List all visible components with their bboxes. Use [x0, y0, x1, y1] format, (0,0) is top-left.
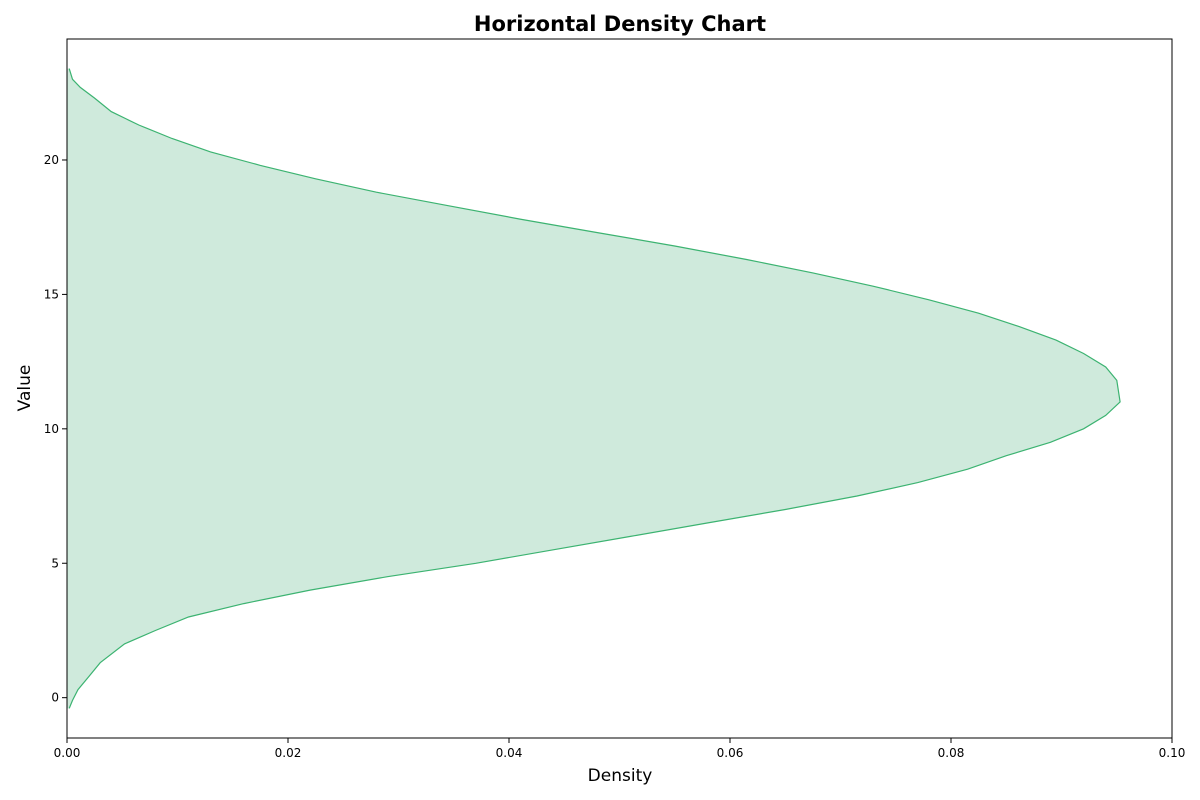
density-line	[68, 68, 1121, 709]
plot-frame	[66, 38, 1173, 739]
y-tick-label: 5	[51, 556, 59, 570]
y-tick-label: 20	[44, 153, 59, 167]
y-tick-label: 0	[51, 691, 59, 705]
density-area	[67, 68, 1121, 709]
plot-area	[67, 68, 1121, 709]
x-tick-label: 0.04	[496, 746, 523, 760]
x-tick-label: 0.02	[275, 746, 302, 760]
y-axis-label: Value	[15, 365, 35, 412]
x-axis-label: Density	[588, 766, 653, 786]
axes: 0.00 0.02 0.04 0.06 0.08 0.10 0 5 10 15 20	[44, 38, 1186, 760]
chart-title: Horizontal Density Chart	[474, 12, 766, 36]
y-tick-label: 15	[44, 287, 59, 301]
x-tick-label: 0.08	[938, 746, 965, 760]
x-tick-label: 0.06	[717, 746, 744, 760]
x-tick-label: 0.10	[1159, 746, 1186, 760]
x-tick-label: 0.00	[54, 746, 81, 760]
y-tick-label: 10	[44, 422, 59, 436]
